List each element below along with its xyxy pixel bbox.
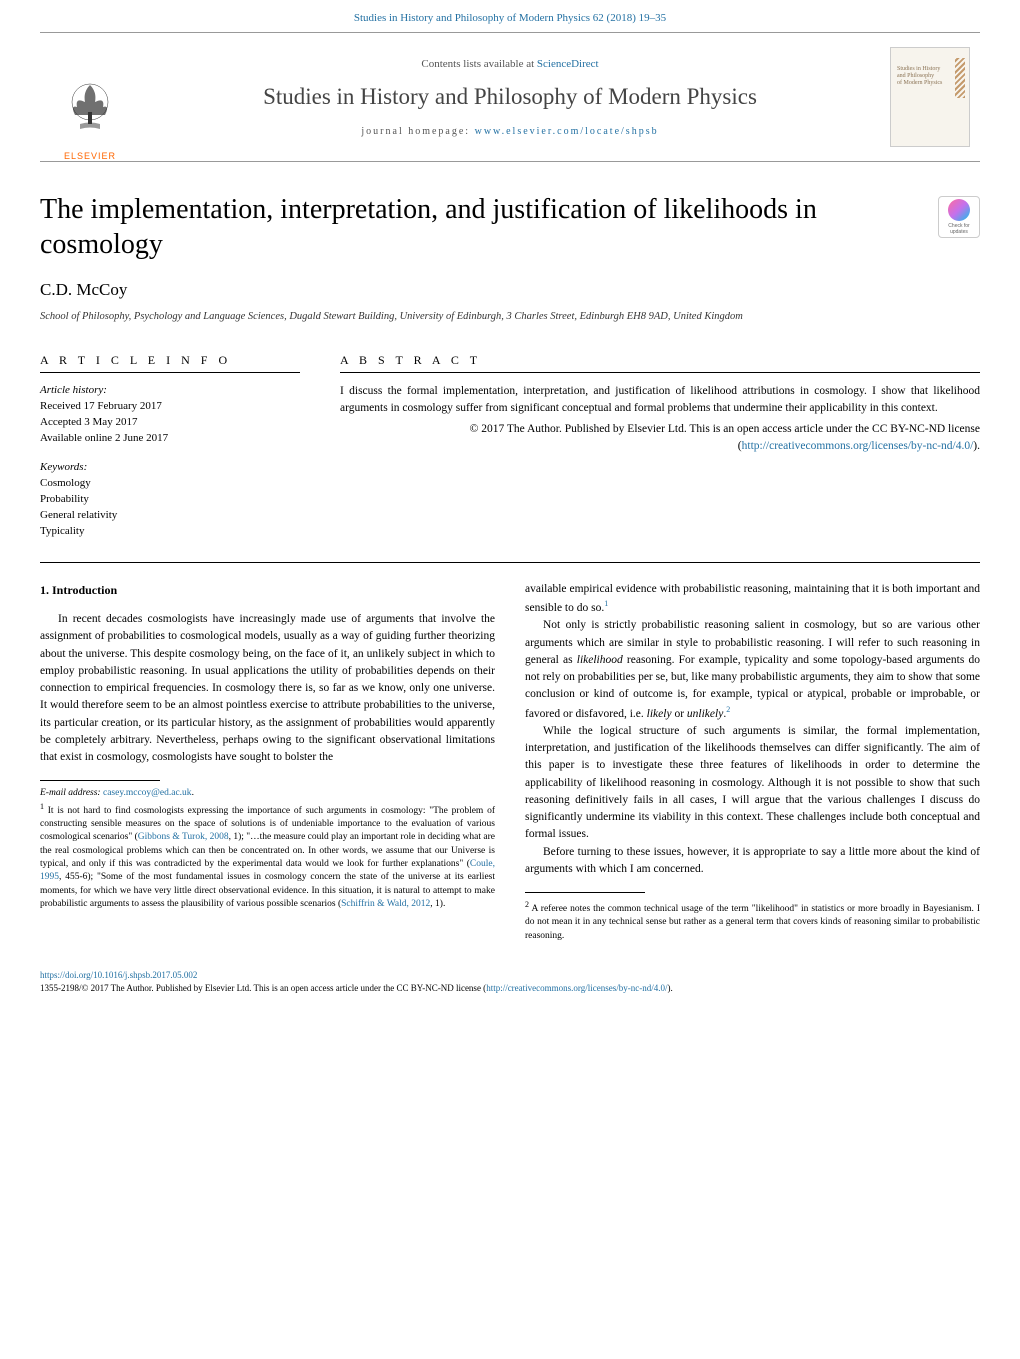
article-info-column: A R T I C L E I N F O Article history: R… bbox=[40, 353, 300, 540]
crossmark-icon bbox=[948, 199, 970, 221]
footer-cc-link[interactable]: http://creativecommons.org/licenses/by-n… bbox=[486, 983, 667, 993]
body-left-column: 1. Introduction In recent decades cosmol… bbox=[40, 581, 495, 943]
col2-p2-d: likely bbox=[647, 708, 672, 720]
col2-p1-text: available empirical evidence with probab… bbox=[525, 583, 980, 614]
keyword: Probability bbox=[40, 492, 300, 508]
copyright-close: ). bbox=[973, 440, 980, 452]
doi-link[interactable]: https://doi.org/10.1016/j.shpsb.2017.05.… bbox=[40, 970, 197, 980]
col2-para-2: Not only is strictly probabilistic reaso… bbox=[525, 617, 980, 722]
keyword: Typicality bbox=[40, 524, 300, 540]
keywords-label: Keywords: bbox=[40, 460, 300, 476]
cover-thumb-block: Studies in History and Philosophy of Mod… bbox=[880, 33, 980, 161]
abstract-column: A B S T R A C T I discuss the formal imp… bbox=[340, 353, 980, 540]
title-row: The implementation, interpretation, and … bbox=[40, 192, 980, 262]
footnote-rule bbox=[40, 780, 160, 781]
contents-line: Contents lists available at ScienceDirec… bbox=[421, 58, 598, 70]
header-journal-ref[interactable]: Studies in History and Philosophy of Mod… bbox=[354, 12, 666, 24]
col2-p2-b: likelihood bbox=[577, 654, 623, 666]
email-suffix: . bbox=[192, 788, 194, 798]
banner-center: Contents lists available at ScienceDirec… bbox=[140, 33, 880, 161]
cc-license-link[interactable]: http://creativecommons.org/licenses/by-n… bbox=[742, 440, 974, 452]
author-affiliation: School of Philosophy, Psychology and Lan… bbox=[40, 310, 980, 325]
email-label: E-mail address: bbox=[40, 788, 103, 798]
footnote-2: 2 A referee notes the common technical u… bbox=[525, 899, 980, 943]
section-1-heading: 1. Introduction bbox=[40, 581, 495, 599]
article-info-heading: A R T I C L E I N F O bbox=[40, 353, 300, 373]
homepage-prefix: journal homepage: bbox=[361, 126, 474, 137]
author-name: C.D. McCoy bbox=[40, 280, 980, 300]
author-email[interactable]: casey.mccoy@ed.ac.uk bbox=[103, 788, 192, 798]
keyword: Cosmology bbox=[40, 476, 300, 492]
fn1-ref-3[interactable]: Schiffrin & Wald, 2012 bbox=[341, 899, 430, 909]
col2-para-1: available empirical evidence with probab… bbox=[525, 581, 980, 617]
received-date: Received 17 February 2017 bbox=[40, 399, 300, 415]
issn-text-b: ). bbox=[667, 983, 672, 993]
elsevier-wordmark: ELSEVIER bbox=[64, 151, 116, 161]
homepage-url[interactable]: www.elsevier.com/locate/shpsb bbox=[475, 126, 659, 137]
col2-para-3: While the logical structure of such argu… bbox=[525, 723, 980, 844]
publisher-logo-block: ELSEVIER bbox=[40, 33, 140, 161]
check-updates-text: Check for updates bbox=[948, 223, 969, 235]
cover-thumb-title: Studies in History and Philosophy of Mod… bbox=[897, 66, 942, 88]
article-history: Article history: Received 17 February 20… bbox=[40, 383, 300, 447]
cover-accent bbox=[955, 58, 965, 98]
elsevier-tree-icon bbox=[55, 77, 125, 147]
fn1-ref-1[interactable]: Gibbons & Turok, 2008 bbox=[138, 832, 229, 842]
footnote-rule bbox=[525, 892, 645, 893]
running-header: Studies in History and Philosophy of Mod… bbox=[0, 0, 1020, 32]
fn1-text-d: , 1). bbox=[430, 899, 445, 909]
abstract-heading: A B S T R A C T bbox=[340, 353, 980, 373]
col2-p2-f: unlikely bbox=[687, 708, 723, 720]
col2-p2-e: or bbox=[672, 708, 687, 720]
body-columns: 1. Introduction In recent decades cosmol… bbox=[40, 581, 980, 943]
email-footnote: E-mail address: casey.mccoy@ed.ac.uk. bbox=[40, 787, 495, 800]
fn2-text: A referee notes the common technical usa… bbox=[525, 904, 980, 941]
body-right-column: available empirical evidence with probab… bbox=[525, 581, 980, 943]
journal-name: Studies in History and Philosophy of Mod… bbox=[263, 84, 757, 110]
footnote-1: 1 It is not hard to find cosmologists ex… bbox=[40, 801, 495, 912]
section-divider bbox=[40, 562, 980, 563]
issn-text-a: 1355-2198/© 2017 The Author. Published b… bbox=[40, 983, 486, 993]
footnote-2-ref[interactable]: 2 bbox=[726, 705, 730, 714]
keywords-block: Keywords: Cosmology Probability General … bbox=[40, 460, 300, 540]
intro-para-1: In recent decades cosmologists have incr… bbox=[40, 611, 495, 766]
journal-banner: ELSEVIER Contents lists available at Sci… bbox=[40, 32, 980, 162]
check-updates-badge[interactable]: Check for updates bbox=[938, 196, 980, 238]
keyword: General relativity bbox=[40, 508, 300, 524]
col2-para-4: Before turning to these issues, however,… bbox=[525, 844, 980, 879]
abstract-text: I discuss the formal implementation, int… bbox=[340, 383, 980, 418]
page-footer: https://doi.org/10.1016/j.shpsb.2017.05.… bbox=[0, 963, 1020, 1014]
history-label: Article history: bbox=[40, 383, 300, 399]
article-title: The implementation, interpretation, and … bbox=[40, 192, 938, 262]
sciencedirect-link[interactable]: ScienceDirect bbox=[537, 58, 599, 70]
issn-copyright-line: 1355-2198/© 2017 The Author. Published b… bbox=[40, 982, 980, 995]
online-date: Available online 2 June 2017 bbox=[40, 431, 300, 447]
accepted-date: Accepted 3 May 2017 bbox=[40, 415, 300, 431]
footnote-1-ref[interactable]: 1 bbox=[604, 599, 608, 608]
journal-cover-thumb: Studies in History and Philosophy of Mod… bbox=[890, 47, 970, 147]
abstract-copyright: © 2017 The Author. Published by Elsevier… bbox=[340, 421, 980, 456]
contents-prefix: Contents lists available at bbox=[421, 58, 536, 70]
homepage-line: journal homepage: www.elsevier.com/locat… bbox=[361, 126, 658, 137]
